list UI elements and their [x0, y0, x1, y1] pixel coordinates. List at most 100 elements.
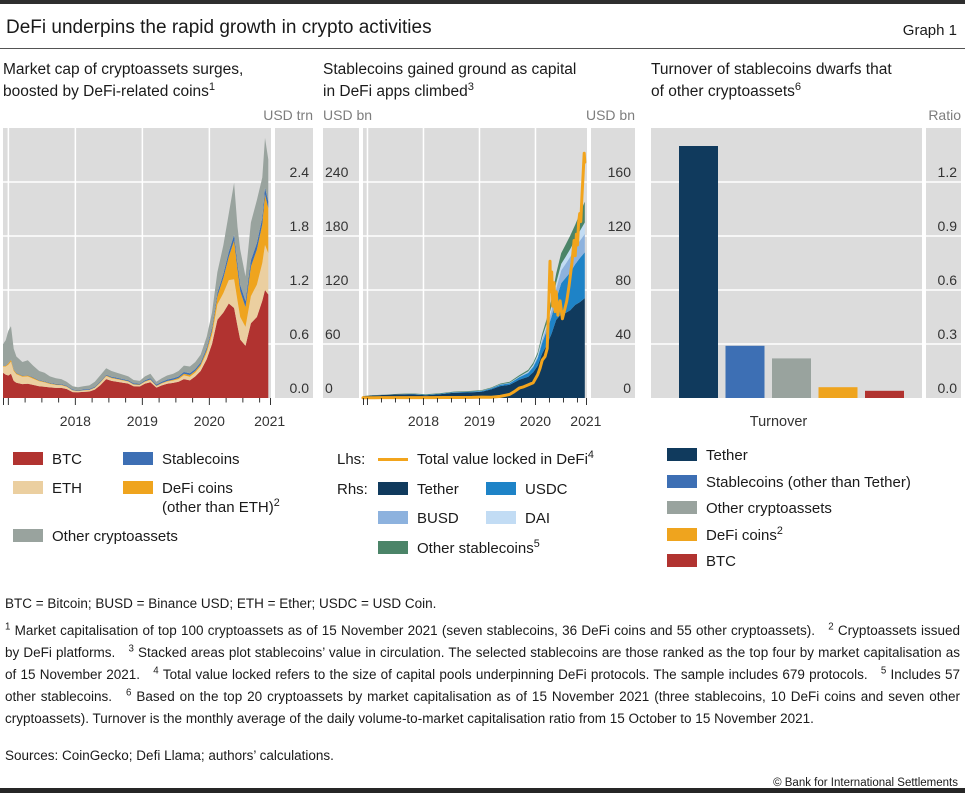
x-axis-year-label: 2018: [60, 413, 91, 429]
stablecoins-chart: 160 120 80 40 0 240 180 120 60 0 2018 2019 2020 2021: [323, 128, 643, 438]
header: DeFi underpins the rapid growth in crypt…: [0, 4, 965, 49]
area-btc: [3, 290, 269, 398]
area-eth: [3, 245, 269, 393]
panel-market-cap: Market cap of cryptoassets surges, booste…: [3, 59, 315, 572]
defi-coins-swatch: [667, 527, 697, 541]
other-cryptoassets-swatch: [667, 501, 697, 514]
market-cap-legend: BTC Stablecoins ETH DeFi coins (other than E…: [13, 450, 315, 546]
legend-label: Stablecoins (other than Tether): [706, 473, 911, 491]
turnover-chart: 1.2 0.9 0.6 0.3 0.0 Turnover: [651, 128, 963, 438]
legend-label: Tether: [417, 480, 459, 498]
y-axis-label: 40: [615, 326, 631, 342]
other-cryptoassets-swatch: [13, 528, 43, 542]
top-rule-bar: [0, 0, 965, 4]
legend-prefix: [337, 539, 369, 559]
y-axis-unit-right: Ratio: [928, 107, 961, 123]
legend-label: BTC: [706, 553, 736, 570]
stablecoins-svg: 160 120 80 40 0 240 180 120 60 0 2018 2019 2020 2021: [323, 128, 635, 429]
area-tether: [363, 298, 585, 398]
bar-other-cryptoassets: [772, 358, 811, 398]
y-axis-label: 180: [325, 218, 349, 234]
market-cap-chart: 2.4 1.8 1.2 0.6 0.0 2018 2019 2020 2021: [3, 128, 315, 438]
btc-swatch: [13, 452, 43, 465]
y-axis-label: 1.8: [290, 218, 310, 234]
total-value-locked-line-swatch: [378, 458, 408, 461]
y-axis-label: 1.2: [938, 164, 958, 180]
y-axis-label: 0: [623, 380, 631, 396]
x-axis-year-label: 2021: [254, 413, 285, 429]
legend-prefix: [337, 509, 369, 529]
busd-swatch: [378, 511, 408, 524]
legend-label: DeFi coins (other than ETH)2: [162, 479, 280, 517]
x-axis-year-label: 2019: [127, 413, 158, 429]
copyright-line: © Bank for International Settlements: [773, 777, 958, 790]
y-axis-label: 0.9: [938, 218, 958, 234]
legend-prefix: Rhs:: [337, 480, 368, 498]
y-axis-unit-right: USD bn: [585, 107, 635, 123]
axis-strip-right: [275, 128, 313, 398]
abbreviations-line: BTC = Bitcoin; BUSD = Binance USD; ETH =…: [5, 595, 437, 611]
eth-swatch: [13, 480, 43, 494]
graph-number: Graph 1: [902, 22, 957, 39]
turnover-legend: Tether Stablecoins (other than Tether) Oth…: [667, 446, 963, 572]
y-axis-unit-left: USD bn: [323, 107, 373, 123]
y-axis-label: 160: [608, 164, 632, 180]
y-axis-label: 2.4: [290, 164, 310, 180]
footer: BTC = Bitcoin; BUSD = Binance USD; ETH =…: [5, 596, 960, 790]
x-axis-year-label: 2019: [464, 413, 495, 429]
page-title: DeFi underpins the rapid growth in crypt…: [6, 17, 432, 38]
tether-swatch: [667, 448, 697, 461]
y-axis-label: 0.6: [938, 272, 958, 288]
y-axis-label: 1.2: [290, 272, 310, 288]
defi-coins-swatch: [123, 480, 153, 494]
tether-swatch: [378, 481, 408, 495]
y-axis-label: 0.0: [938, 380, 958, 396]
x-axis-year-label: 2020: [194, 413, 225, 429]
legend-item: DeFi coins2: [667, 524, 963, 546]
legend-prefix: Lhs:: [337, 451, 366, 468]
y-axis-label: 80: [615, 272, 631, 288]
y-axis-label: 0: [325, 380, 333, 396]
y-axis-label: 60: [325, 326, 341, 342]
stablecoins-other-than-tether-swatch: [667, 474, 697, 488]
other-stablecoins-swatch: [378, 540, 408, 554]
x-axis-year-label: 2021: [570, 413, 601, 429]
btc-swatch: [667, 554, 697, 567]
sources-line: Sources: CoinGecko; Defi Llama; authors’…: [5, 748, 334, 764]
stablecoins-swatch: [123, 452, 153, 465]
bar-defi-coins: [818, 387, 858, 398]
stablecoins-legend: Lhs: Total value locked in DeFi4 Rhs: Tethe…: [337, 450, 643, 558]
legend-label: DeFi coins2: [706, 524, 783, 544]
panel-turnover: Turnover of stablecoins dwarfs that of ot…: [651, 59, 963, 572]
legend-item: Other cryptoassets: [667, 499, 963, 519]
bar-tether: [679, 146, 718, 398]
legend-label: BTC: [52, 451, 82, 468]
y-axis-label: 120: [325, 272, 349, 288]
legend-label: ETH: [52, 479, 82, 497]
panel-title: Market cap of cryptoassets surges, booste…: [3, 61, 244, 100]
turnover-svg: 1.2 0.9 0.6 0.3 0.0 Turnover: [651, 128, 961, 430]
x-axis-label: Turnover: [750, 414, 808, 430]
line-total-value-locked-in-defi: [361, 151, 587, 400]
unit-row: Ratio: [651, 107, 961, 128]
area-other-cryptoassets: [3, 137, 269, 391]
usdc-swatch: [486, 481, 516, 495]
panel-title: Turnover of stablecoins dwarfs that of ot…: [651, 61, 892, 100]
unit-row: USD trn: [3, 107, 313, 128]
legend-label: BUSD: [417, 510, 459, 527]
bar-stablecoins-other-than-tether: [725, 345, 765, 398]
legend-label: Stablecoins: [162, 451, 240, 468]
legend-label: USDC: [525, 480, 568, 498]
panel-stablecoins: Stablecoins gained ground as capital in D…: [323, 59, 643, 572]
legend-label: Other stablecoins5: [417, 537, 540, 557]
unit-row: USD bn USD bn: [323, 107, 635, 128]
legend-label: Tether: [706, 447, 748, 464]
axis-strip-right: [926, 128, 961, 398]
x-axis-year-label: 2020: [520, 413, 551, 429]
y-axis-label: 240: [325, 164, 349, 180]
bottom-rule-bar: [0, 788, 965, 793]
panels-row: Market cap of cryptoassets surges, booste…: [0, 59, 965, 572]
legend-label: DAI: [525, 510, 551, 527]
legend-label: Total value locked in DeFi4: [417, 449, 594, 468]
y-axis-label: 120: [608, 218, 632, 234]
